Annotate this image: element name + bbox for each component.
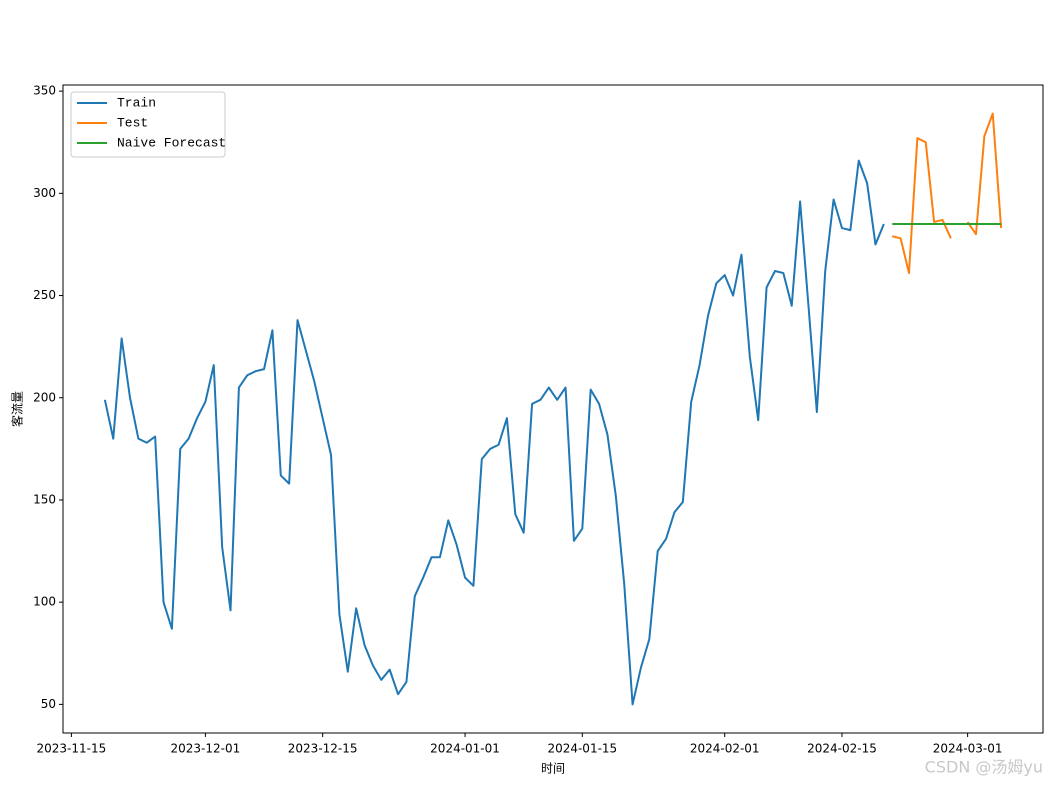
legend-label: Train — [117, 95, 156, 110]
series-line — [103, 159, 885, 706]
watermark: CSDN @汤姆yu — [925, 758, 1043, 777]
legend-label: Test — [117, 115, 148, 130]
y-tick-label: 150 — [33, 492, 56, 506]
y-tick-label: 50 — [41, 697, 56, 711]
x-tick-label: 2023-12-15 — [288, 742, 358, 756]
y-tick-label: 300 — [33, 186, 56, 200]
y-tick-label: 250 — [33, 288, 56, 302]
x-tick-label: 2023-11-15 — [37, 742, 107, 756]
x-tick-label: 2023-12-01 — [171, 742, 241, 756]
legend-box — [70, 91, 226, 158]
legend-label: Naive Forecast — [117, 135, 226, 150]
x-tick-label: 2024-02-01 — [690, 742, 760, 756]
y-tick-label: 350 — [33, 84, 56, 98]
y-tick-label: 200 — [33, 390, 56, 404]
y-axis-label: 客流量 — [10, 391, 25, 427]
x-tick-label: 2024-01-01 — [430, 742, 500, 756]
x-tick-label: 2024-01-15 — [547, 742, 617, 756]
x-tick-label: 2024-02-15 — [807, 742, 877, 756]
series-line — [891, 112, 1003, 275]
y-tick-label: 100 — [33, 595, 56, 609]
x-tick-label: 2024-03-01 — [933, 742, 1003, 756]
plot-frame — [62, 84, 1044, 734]
x-axis-label: 时间 — [541, 762, 565, 776]
